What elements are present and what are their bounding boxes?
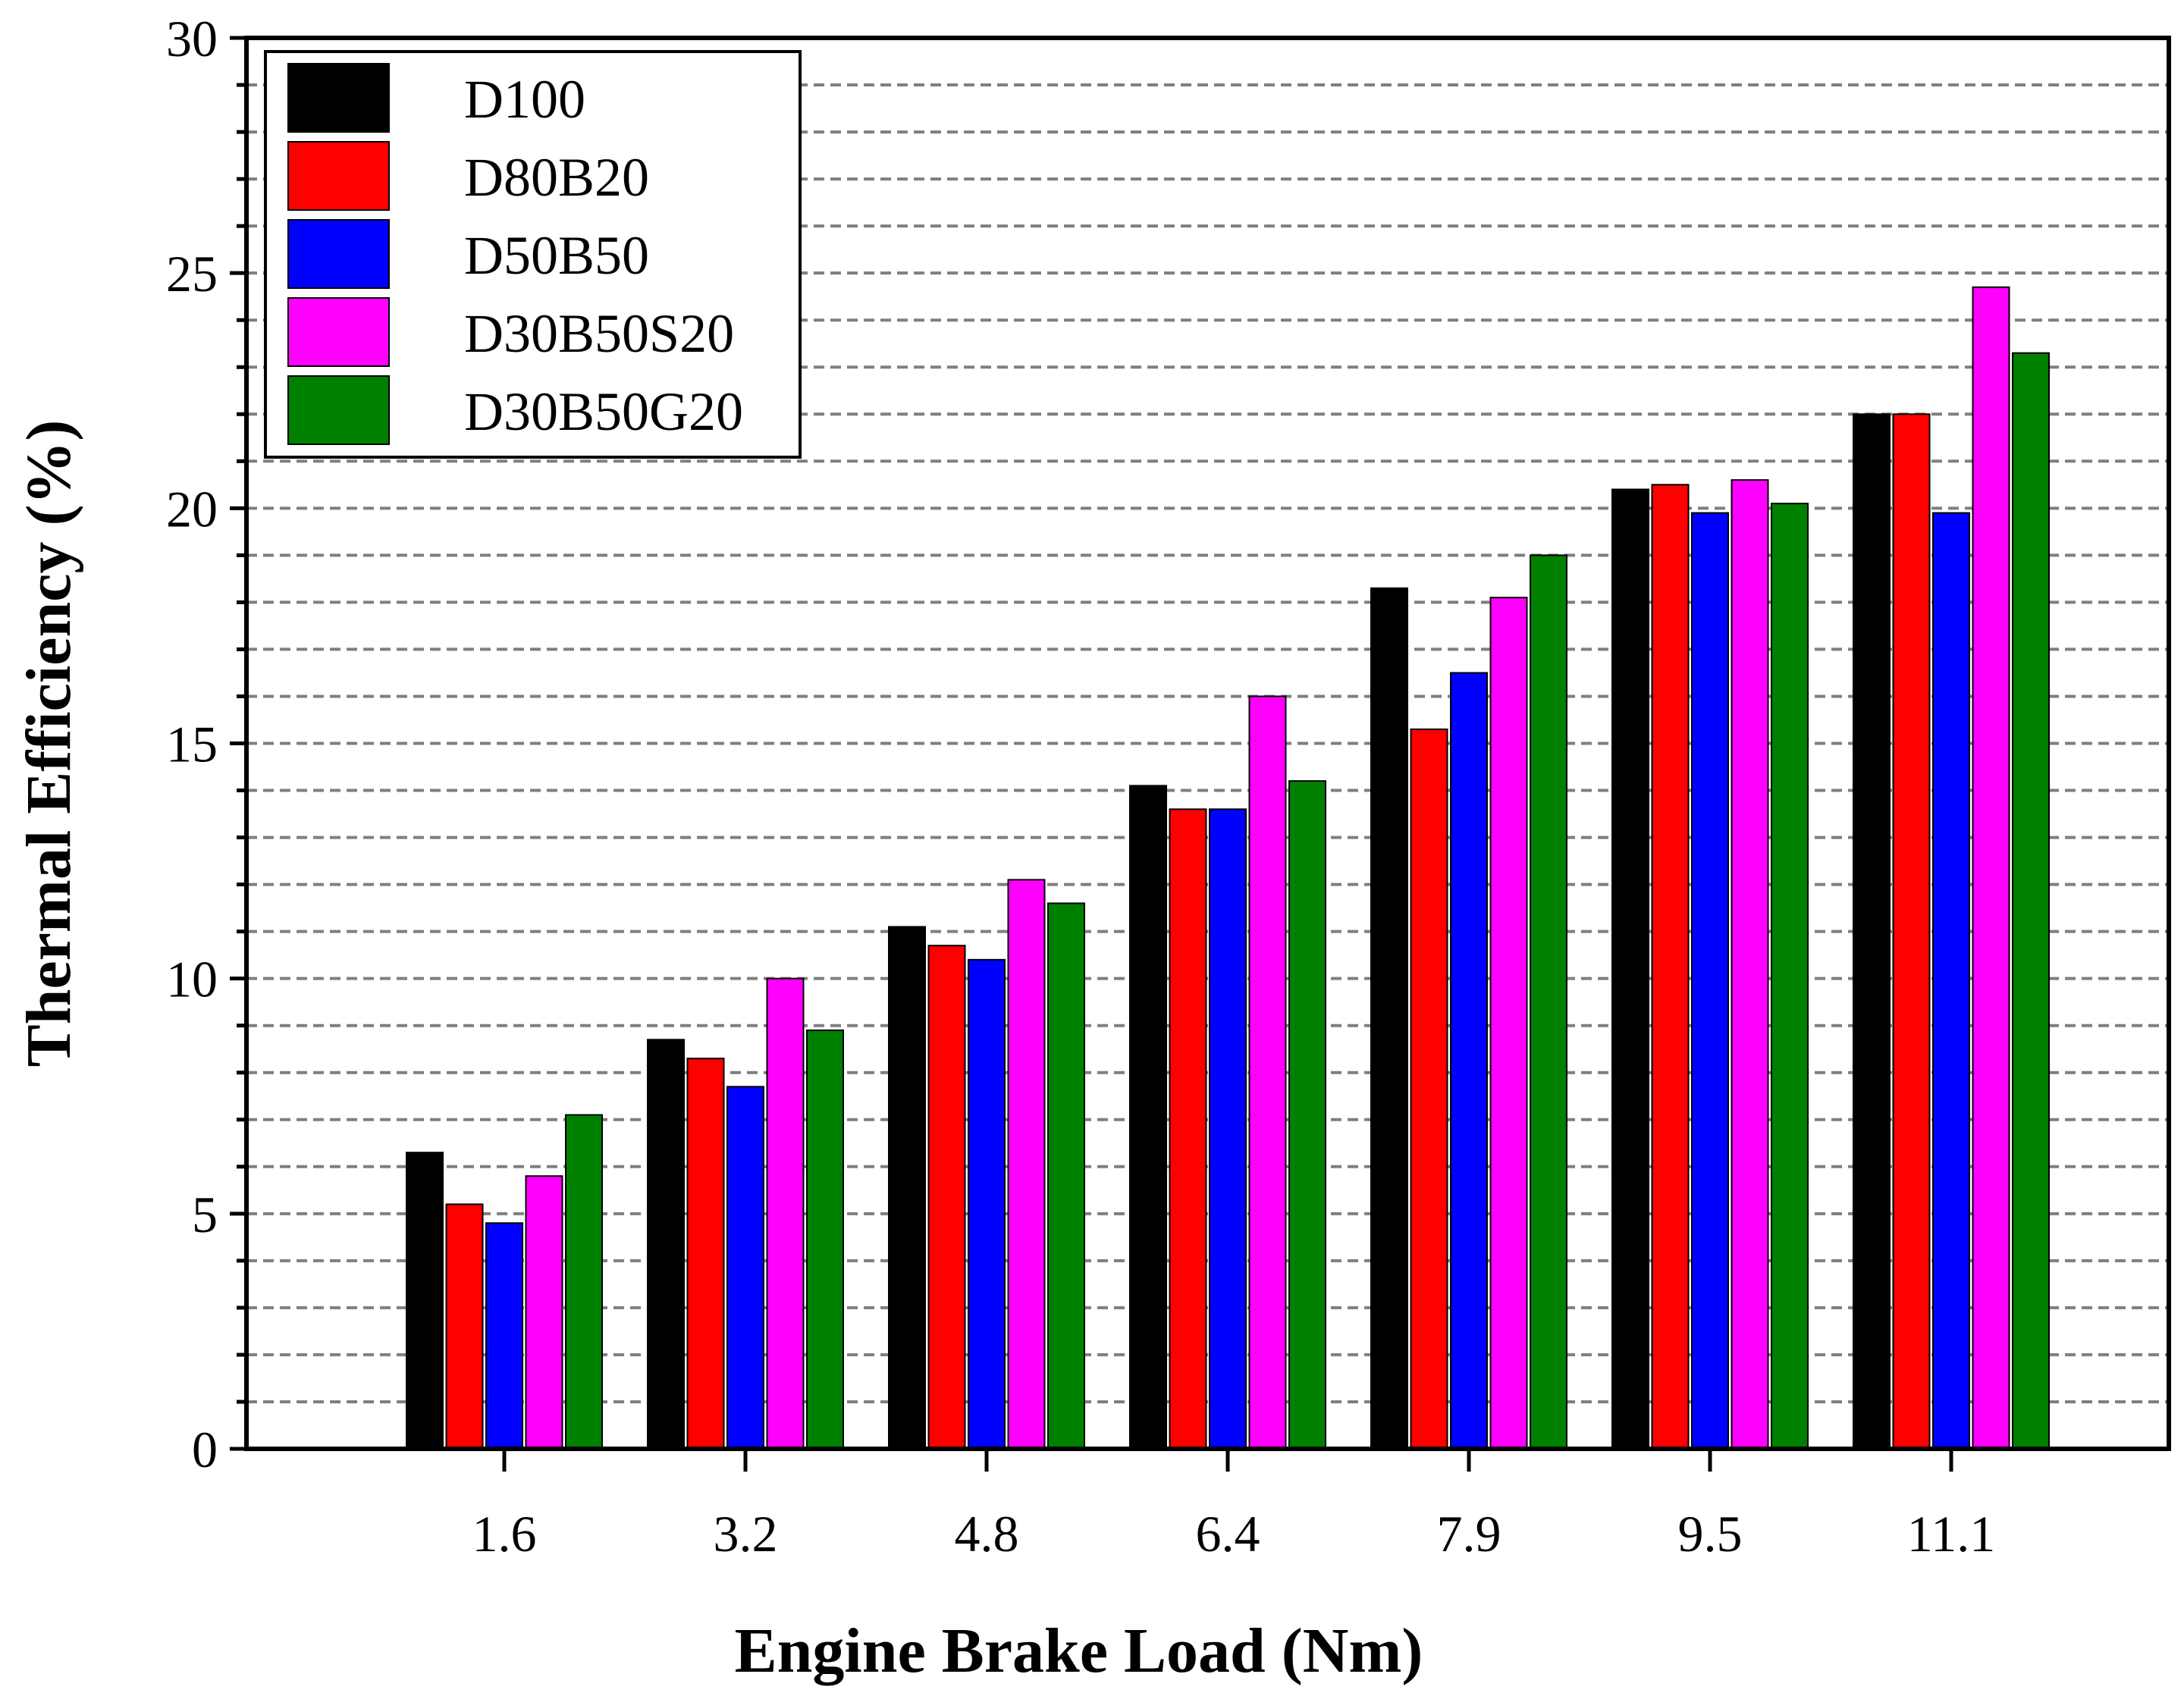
bar-D100-4.8 — [888, 926, 926, 1450]
bar-D30B50S20-1.6 — [525, 1175, 563, 1450]
x-tick-label: 11.1 — [1907, 1505, 1995, 1563]
legend-label: D80B20 — [464, 147, 649, 208]
bar-D30B50G20-11.1 — [2012, 352, 2050, 1450]
bar-D100-1.6 — [406, 1152, 444, 1450]
axis-ticks — [230, 36, 1953, 1472]
legend: D100 D80B20 D50B50 D30B50S20 D30B50G20 — [264, 50, 802, 459]
x-tick-label: 6.4 — [1196, 1505, 1260, 1563]
bar-D80B20-11.1 — [1892, 413, 1931, 1450]
bar-D50B50-1.6 — [485, 1222, 523, 1450]
bar-D80B20-6.4 — [1169, 808, 1207, 1450]
y-tick-label: 30 — [166, 10, 218, 67]
bar-D100-7.9 — [1370, 587, 1408, 1450]
bar-D50B50-3.2 — [726, 1086, 764, 1450]
y-tick-label: 0 — [192, 1421, 218, 1478]
y-tick-label: 20 — [166, 480, 218, 538]
x-tick-label: 4.8 — [955, 1505, 1019, 1563]
bar-D80B20-3.2 — [686, 1058, 725, 1450]
bar-D30B50G20-3.2 — [806, 1029, 844, 1450]
bar-D100-9.5 — [1611, 488, 1649, 1450]
bar-D80B20-4.8 — [927, 945, 966, 1450]
bar-D50B50-9.5 — [1691, 512, 1729, 1450]
y-tick-label: 15 — [166, 716, 218, 773]
bar-D30B50S20-6.4 — [1248, 695, 1287, 1450]
legend-label: D50B50 — [464, 225, 649, 286]
x-axis-title: Engine Brake Load (Nm) — [735, 1616, 1423, 1686]
legend-swatch — [287, 375, 390, 445]
legend-swatch — [287, 219, 390, 289]
x-tick-label: 1.6 — [472, 1505, 537, 1563]
legend-label: D100 — [464, 69, 585, 130]
y-tick-labels: 0 5 10 15 20 25 30 — [166, 10, 218, 1478]
legend-label: D30B50G20 — [464, 381, 743, 442]
legend-swatch — [287, 63, 390, 133]
legend-label: D30B50S20 — [464, 303, 734, 364]
y-axis-title: Thermal Efficiency (%) — [14, 420, 84, 1067]
x-tick-label: 9.5 — [1678, 1505, 1743, 1563]
bar-D30B50G20-4.8 — [1047, 902, 1085, 1450]
bar-D100-11.1 — [1853, 413, 1891, 1450]
bar-D50B50-7.9 — [1450, 672, 1488, 1450]
bars — [406, 286, 2050, 1450]
bar-D30B50S20-11.1 — [1972, 286, 2010, 1450]
x-tick-labels: 1.6 3.2 4.8 6.4 7.9 9.5 11.1 — [472, 1505, 1996, 1563]
bar-D80B20-1.6 — [445, 1203, 484, 1450]
bar-D50B50-11.1 — [1932, 512, 1970, 1450]
bar-D30B50S20-9.5 — [1731, 479, 1769, 1450]
y-tick-label: 25 — [166, 245, 218, 303]
bar-D30B50S20-7.9 — [1489, 597, 1528, 1450]
bar-D80B20-7.9 — [1410, 728, 1448, 1450]
legend-swatch — [287, 141, 390, 211]
x-tick-label: 7.9 — [1437, 1505, 1502, 1563]
bar-D30B50G20-6.4 — [1288, 780, 1326, 1450]
bar-D30B50S20-4.8 — [1007, 879, 1046, 1450]
bar-D100-6.4 — [1129, 785, 1167, 1450]
bar-D50B50-6.4 — [1209, 808, 1247, 1450]
x-tick-label: 3.2 — [714, 1505, 778, 1563]
bar-D80B20-9.5 — [1651, 484, 1690, 1450]
legend-swatch — [287, 297, 390, 367]
bar-D100-3.2 — [647, 1039, 685, 1450]
bar-D50B50-4.8 — [968, 958, 1006, 1450]
bar-D30B50G20-7.9 — [1530, 554, 1567, 1450]
bar-D30B50G20-9.5 — [1771, 503, 1809, 1450]
y-tick-label: 5 — [192, 1186, 218, 1243]
y-tick-label: 10 — [166, 951, 218, 1008]
bar-D30B50G20-1.6 — [565, 1114, 603, 1450]
bar-D30B50S20-3.2 — [766, 977, 805, 1450]
